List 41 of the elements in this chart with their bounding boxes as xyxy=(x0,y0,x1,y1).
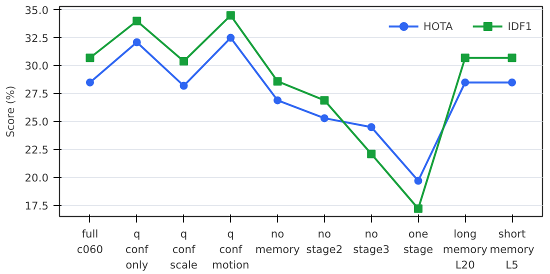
y-axis-title: Score (%) xyxy=(4,86,17,138)
point xyxy=(508,78,516,86)
point xyxy=(320,114,328,122)
point xyxy=(508,54,516,62)
y-tick-label: 30.0 xyxy=(24,60,49,73)
point xyxy=(414,204,422,213)
x-tick-label: one stage xyxy=(403,228,434,256)
y-tick-label: 35.0 xyxy=(24,4,49,17)
x-tick-label: no stage2 xyxy=(306,228,343,256)
x-tick-label: q conf only xyxy=(125,228,149,272)
x-tick-label: long memory L20 xyxy=(442,228,488,272)
point xyxy=(461,78,470,86)
legend-label: HOTA xyxy=(423,20,453,32)
y-tick-label: 20.0 xyxy=(24,171,49,184)
point xyxy=(86,54,94,62)
point xyxy=(132,16,142,26)
point xyxy=(86,78,94,86)
point xyxy=(414,176,422,185)
x-tick-label: no memory xyxy=(255,228,300,256)
y-tick-label: 25.0 xyxy=(24,116,49,129)
point xyxy=(367,150,376,158)
point xyxy=(180,82,188,90)
x-tick-label: full c060 xyxy=(76,228,104,256)
y-tick-label: 22.5 xyxy=(24,143,49,156)
point xyxy=(274,96,282,104)
x-tick-label: q conf motion xyxy=(212,228,250,272)
point xyxy=(132,38,141,46)
x-tick-label: short memory L5 xyxy=(490,228,534,272)
point xyxy=(273,77,282,86)
point xyxy=(226,11,235,20)
point xyxy=(226,34,235,42)
y-tick-label: 27.5 xyxy=(24,88,49,101)
point xyxy=(460,54,470,62)
x-tick-label: q conf scale xyxy=(170,228,198,272)
x-tick-label: no stage3 xyxy=(353,228,390,256)
y-tick-label: 17.5 xyxy=(24,199,49,212)
y-tick-label: 32.5 xyxy=(24,32,49,45)
point xyxy=(180,56,188,66)
point xyxy=(367,123,376,132)
point xyxy=(320,96,329,105)
legend-label: IDF1 xyxy=(508,20,532,32)
